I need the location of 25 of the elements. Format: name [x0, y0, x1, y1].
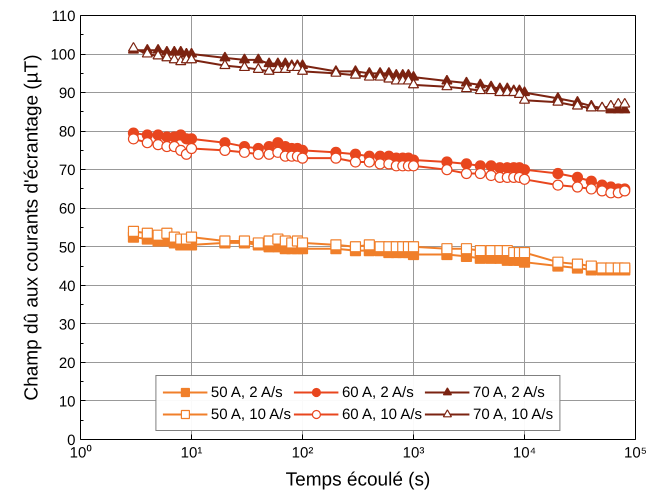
x-tick-label: 10⁴: [512, 444, 536, 462]
legend-label: 60 A, 2 A/s: [342, 384, 414, 400]
y-axis-title: Champ dû aux courants d'écrantage (µT): [21, 54, 42, 401]
legend-label: 60 A, 10 A/s: [342, 406, 422, 422]
y-tick-label: 50: [58, 239, 76, 256]
y-tick-label: 80: [58, 124, 76, 141]
legend-label: 70 A, 2 A/s: [473, 384, 545, 400]
legend-label: 70 A, 10 A/s: [473, 406, 554, 422]
y-tick-label: 20: [58, 354, 76, 372]
y-tick-label: 70: [58, 162, 76, 180]
legend-label: 50 A, 10 A/s: [210, 406, 291, 422]
x-tick-label: 10¹: [180, 444, 202, 462]
x-tick-label: 10³: [402, 444, 424, 462]
legend-label: 50 A, 2 A/s: [210, 384, 283, 400]
y-tick-label: 110: [52, 8, 76, 25]
y-tick-label: 60: [58, 200, 76, 218]
x-tick-label: 10²: [292, 444, 314, 462]
y-tick-label: 90: [58, 85, 76, 102]
y-tick-label: 30: [58, 316, 76, 334]
y-tick-label: 100: [50, 46, 76, 64]
y-tick-label: 40: [58, 278, 76, 295]
x-axis-title: Temps écoulé (s): [286, 470, 430, 490]
y-tick-label: 10: [58, 393, 76, 410]
x-tick-label: 10⁰: [70, 444, 92, 462]
x-tick-label: 10⁵: [624, 444, 647, 462]
